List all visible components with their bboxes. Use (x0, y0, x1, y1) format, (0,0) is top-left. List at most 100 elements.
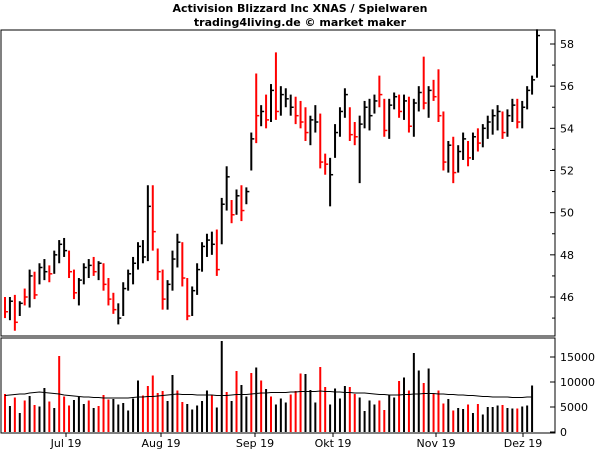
price-bar (112, 292, 117, 314)
price-bar (48, 265, 53, 283)
price-bar (373, 94, 378, 114)
price-bar (132, 256, 137, 285)
price-bar (205, 233, 210, 257)
price-bar (201, 242, 206, 272)
price-bar (8, 297, 13, 321)
price-bar (87, 259, 92, 279)
price-bar (393, 92, 398, 110)
price-bar (215, 229, 220, 276)
price-bar (486, 115, 491, 139)
price-bar (358, 115, 363, 184)
time-tick-label: Nov 19 (417, 437, 456, 450)
price-bar (506, 109, 511, 137)
price-bar (314, 105, 319, 133)
price-bar (398, 94, 403, 118)
price-tick-label: 52 (560, 165, 574, 178)
price-bar (309, 115, 314, 146)
price-tick-label: 54 (560, 122, 574, 135)
price-bar (53, 250, 58, 274)
price-axis: 46 48 50 52 54 56 58 (550, 38, 574, 319)
price-bar (220, 197, 225, 245)
price-bar (334, 124, 339, 158)
price-bar (156, 248, 161, 281)
price-bar (274, 52, 279, 120)
price-bar (407, 96, 412, 133)
volume-tick-label: 15000 (560, 351, 595, 364)
price-tick-label: 58 (560, 38, 574, 51)
price-bar (329, 157, 334, 207)
price-bar (353, 122, 358, 146)
time-axis: Jul 19 Aug 19 Sep 19 Okt 19 Nov 19 Dez 19 (50, 433, 543, 450)
price-bar (77, 278, 82, 306)
price-bar (23, 288, 28, 306)
price-bar (536, 29, 540, 78)
volume-average-line (4, 390, 533, 399)
price-bar (255, 73, 260, 144)
price-bar (348, 107, 353, 141)
price-bar (63, 237, 68, 257)
price-bar (452, 136, 457, 184)
price-bar (102, 263, 107, 291)
price-bar (4, 297, 8, 319)
price-bar (58, 240, 63, 264)
time-tick-label: Aug 19 (142, 437, 181, 450)
price-bar (230, 200, 235, 224)
price-bar (196, 263, 201, 295)
time-tick-label: Okt 19 (315, 437, 352, 450)
price-bar (457, 145, 462, 173)
price-bar (13, 294, 18, 331)
price-bar (146, 185, 151, 262)
price-bar (245, 187, 250, 205)
price-bar (481, 124, 486, 148)
price-bar (447, 140, 452, 173)
price-bar (97, 261, 102, 281)
price-bar (265, 94, 270, 129)
volume-tick-label: 0 (560, 426, 567, 439)
price-bar (225, 166, 230, 211)
price-bar (368, 98, 373, 131)
price-bar (289, 94, 294, 116)
price-bar (467, 140, 472, 167)
price-bar (137, 242, 141, 270)
price-bar (68, 250, 73, 279)
price-bar (422, 56, 427, 110)
price-panel-frame (0, 29, 556, 337)
price-bar (437, 69, 442, 123)
price-bar (18, 301, 23, 316)
price-bar (240, 185, 245, 222)
price-bar (176, 233, 181, 268)
price-bar (107, 278, 112, 306)
price-bar (501, 111, 506, 139)
volume-tick-label: 5000 (560, 401, 588, 414)
price-bar (476, 128, 481, 152)
price-bar (279, 86, 284, 116)
time-tick-label: Jul 19 (50, 437, 82, 450)
price-bar (72, 269, 77, 300)
price-tick-label: 48 (560, 249, 574, 262)
price-bar (270, 84, 274, 123)
price-bar (82, 263, 87, 285)
price-bar (141, 240, 146, 264)
price-bar (412, 98, 417, 137)
price-tick-label: 50 (560, 207, 574, 220)
price-bar (284, 88, 289, 108)
price-tick-label: 56 (560, 80, 574, 93)
price-bar (471, 132, 476, 160)
chart-title: Activision Blizzard Inc XNAS / Spielware… (173, 2, 428, 15)
price-bar (491, 109, 496, 135)
price-bar (427, 86, 432, 118)
volume-axis: 0 5000 10000 15000 (550, 351, 595, 439)
time-tick-label: Sep 19 (236, 437, 274, 450)
price-bar (304, 107, 309, 141)
price-bar (378, 75, 383, 108)
price-bar (511, 98, 516, 123)
time-tick-label: Dez 19 (504, 437, 543, 450)
price-bar (161, 269, 166, 310)
price-bar (363, 100, 368, 129)
price-bar (388, 98, 393, 139)
price-bar (127, 269, 132, 291)
price-bar (343, 88, 348, 118)
price-bar (122, 282, 127, 316)
price-bar (33, 271, 38, 300)
price-bar (383, 98, 388, 137)
